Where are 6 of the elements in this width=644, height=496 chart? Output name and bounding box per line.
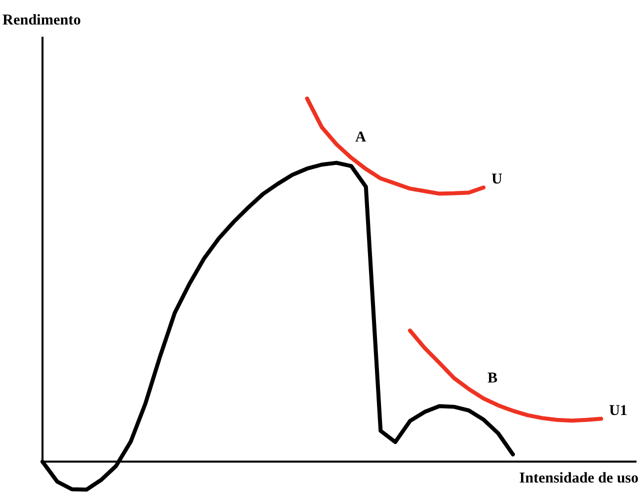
- y-axis-title: Rendimento: [2, 12, 81, 28]
- series-label: U1: [609, 402, 628, 419]
- x-axis-title: Intensidade de uso: [519, 470, 638, 487]
- series-label: U: [492, 172, 502, 188]
- annotation: B: [488, 370, 498, 386]
- annotation: A: [355, 130, 366, 146]
